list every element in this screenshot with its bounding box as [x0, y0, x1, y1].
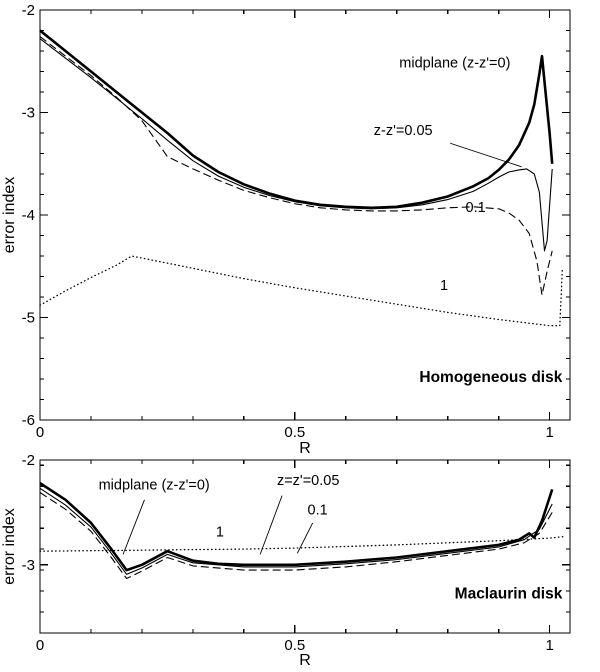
y-tick-label: -3 — [22, 105, 35, 122]
y-axis-label: error index — [1, 177, 18, 253]
y-axis-label: error index — [1, 508, 18, 584]
annotation-leader-line — [259, 495, 283, 555]
series-line-z01 — [39, 36, 553, 296]
series-line-midplane — [39, 29, 554, 210]
annotation-label: midplane (z-z'=0) — [99, 477, 210, 493]
series-line-z1 — [39, 535, 566, 552]
series-line-z005 — [39, 38, 553, 252]
x-axis-label: R — [299, 440, 311, 457]
y-tick-label: -4 — [22, 207, 35, 224]
annotation-label: 1 — [216, 525, 224, 541]
x-axis-label: R — [299, 652, 311, 667]
annotation-leader-line — [450, 142, 522, 168]
series-line-z01 — [39, 492, 553, 580]
y-tick-label: -2 — [22, 452, 35, 469]
plot-frame — [39, 9, 571, 421]
annotation-label: 0.1 — [466, 200, 486, 216]
annotation-label: 0.1 — [308, 503, 328, 519]
x-tick-label: 1 — [545, 424, 553, 441]
annotation-label: 1 — [440, 278, 448, 294]
x-tick-label: 0.5 — [284, 637, 305, 654]
annotation-label: Maclaurin disk — [455, 585, 563, 602]
series-line-midplane — [39, 482, 554, 572]
y-tick-label: -6 — [22, 412, 35, 429]
y-tick-label: -2 — [22, 2, 35, 19]
annotation-label: z=z'=0.05 — [277, 473, 339, 489]
series-line-z1 — [39, 255, 564, 327]
x-tick-label: 1 — [545, 637, 553, 654]
x-tick-label: 0 — [36, 637, 44, 654]
annotation-label: z-z'=0.05 — [374, 123, 433, 139]
y-tick-label: -3 — [22, 557, 35, 574]
annotation-label: midplane (z-z'=0) — [399, 55, 510, 71]
series-line-z005 — [39, 487, 553, 575]
x-tick-label: 0 — [36, 424, 44, 441]
y-tick-label: -5 — [22, 310, 35, 327]
plot-frame — [39, 459, 571, 634]
annotation-leader-line — [122, 499, 145, 555]
annotation-leader-line — [296, 522, 314, 554]
annotation-label: Homogeneous disk — [419, 369, 562, 386]
x-tick-label: 0.5 — [284, 424, 305, 441]
